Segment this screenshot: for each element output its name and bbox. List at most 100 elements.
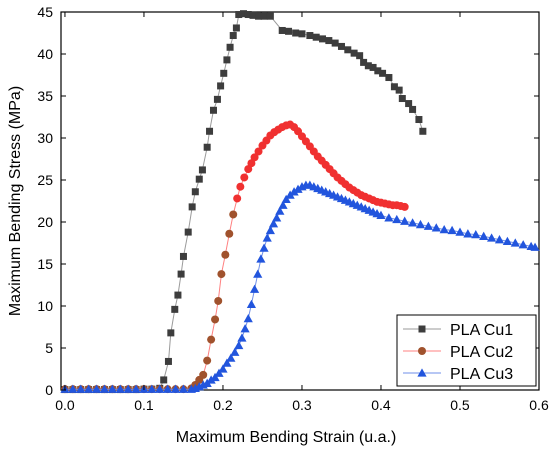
data-point	[266, 12, 274, 20]
data-point	[400, 216, 410, 225]
plot-area	[60, 11, 540, 391]
x-tick-label: 0.5	[450, 397, 470, 413]
data-point	[253, 269, 263, 278]
data-point	[439, 224, 449, 234]
data-point	[218, 364, 228, 373]
data-point	[249, 284, 260, 293]
data-point	[250, 153, 259, 162]
data-point	[417, 368, 427, 377]
data-point	[240, 324, 250, 333]
data-point	[337, 42, 345, 50]
data-point	[455, 227, 465, 236]
data-point	[191, 188, 199, 196]
data-point	[220, 69, 228, 77]
x-tick-label: 0.6	[529, 397, 549, 413]
data-point	[230, 347, 240, 356]
data-point	[518, 240, 528, 249]
data-point	[226, 353, 236, 362]
y-tick-label: 25	[37, 172, 53, 188]
y-tick-label: 20	[37, 214, 53, 230]
data-point	[510, 238, 520, 247]
data-point	[91, 384, 102, 393]
y-axis-title: Maximum Bending Stress (MPa)	[7, 86, 24, 316]
data-point	[232, 24, 240, 32]
x-tick-label: 0.2	[213, 397, 233, 413]
data-point	[262, 233, 272, 242]
data-point	[260, 12, 268, 20]
data-point	[415, 116, 423, 124]
data-point	[229, 210, 238, 219]
legend-label: PLA Cu3	[450, 366, 513, 383]
data-point	[244, 11, 252, 19]
x-tick-label: 0.4	[371, 397, 391, 413]
data-point	[418, 325, 426, 333]
data-point	[184, 228, 192, 236]
data-point	[392, 214, 402, 224]
data-point	[160, 376, 168, 384]
data-point	[223, 56, 231, 64]
data-point	[203, 143, 211, 151]
data-point	[374, 67, 382, 75]
data-point	[68, 384, 78, 393]
data-point	[246, 299, 257, 308]
data-point	[177, 270, 185, 278]
data-point	[479, 231, 489, 240]
data-point	[249, 11, 257, 19]
data-point	[530, 242, 540, 251]
data-point	[376, 210, 386, 219]
data-point	[447, 225, 457, 235]
x-tick-label: 0.3	[292, 397, 312, 413]
data-point	[289, 187, 299, 196]
data-point	[178, 384, 189, 393]
data-point	[502, 236, 512, 245]
data-point	[384, 213, 394, 222]
y-tick-label: 30	[37, 130, 53, 146]
data-point	[486, 233, 497, 242]
data-point	[390, 83, 398, 91]
data-point	[471, 230, 481, 239]
data-point	[229, 32, 237, 40]
data-point	[400, 202, 409, 211]
data-point	[278, 200, 288, 209]
data-point	[207, 335, 216, 344]
plot-frame	[60, 11, 540, 391]
data-point	[210, 372, 220, 382]
data-point	[398, 95, 406, 103]
x-tick-label: 0.0	[55, 397, 75, 413]
data-point	[268, 219, 279, 228]
data-point	[463, 229, 473, 238]
data-point	[76, 384, 86, 393]
data-point	[395, 86, 403, 94]
y-tick-label: 0	[45, 382, 53, 398]
data-point	[278, 26, 286, 34]
y-tick-label: 5	[45, 340, 53, 356]
data-point	[217, 270, 226, 279]
data-point	[131, 384, 141, 393]
legend-entries: PLA Cu1 PLA Cu2 PLA Cu3	[403, 322, 513, 383]
data-point	[360, 58, 368, 66]
data-point	[418, 347, 426, 355]
data-point	[407, 218, 418, 227]
data-point	[221, 250, 230, 259]
series-2	[60, 180, 540, 393]
y-tick-label: 35	[37, 88, 53, 104]
data-point	[243, 314, 253, 323]
y-tick-label: 40	[37, 46, 53, 62]
data-point	[163, 384, 173, 393]
data-point	[247, 159, 256, 168]
x-tick-label: 0.1	[134, 397, 154, 413]
legend-label: PLA Cu2	[450, 344, 513, 361]
data-point	[494, 235, 505, 244]
data-point	[233, 194, 242, 203]
series-layer	[60, 10, 540, 394]
data-point	[265, 225, 275, 235]
axes-layer: 0.0 0.1 0.2 0.3 0.4 0.5 0.6 0 5 10 15 20 25 30 35 40 45	[37, 4, 549, 413]
data-point	[254, 147, 263, 156]
legend: PLA Cu1 PLA Cu2 PLA Cu3	[396, 314, 537, 387]
y-tick-label: 10	[37, 298, 53, 314]
data-point	[206, 127, 214, 135]
data-point	[255, 12, 263, 20]
data-point	[272, 213, 282, 222]
data-point	[244, 165, 253, 174]
data-point	[147, 384, 157, 393]
